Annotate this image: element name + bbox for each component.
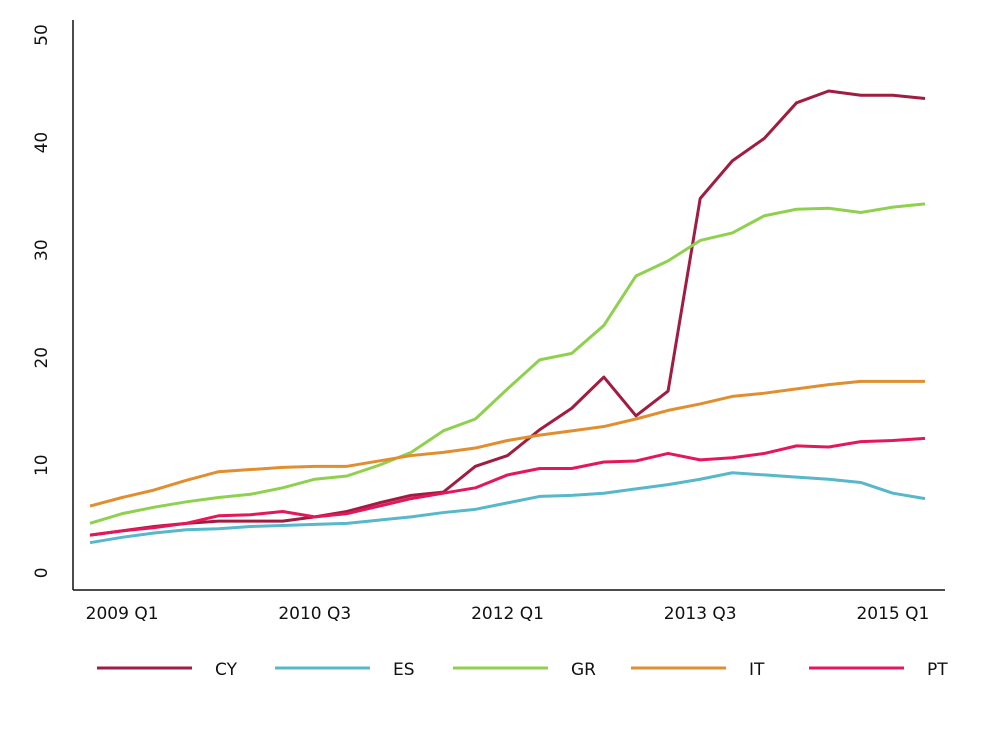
series-line <box>89 436 926 537</box>
series-line <box>89 89 926 537</box>
legend-label: CY <box>215 660 238 680</box>
y-tick-label: 30 <box>32 239 52 261</box>
legend-label: PT <box>927 660 948 680</box>
legend-label: IT <box>749 660 765 680</box>
x-tick-label: 2015 Q1 <box>856 604 929 624</box>
series-line <box>89 202 926 525</box>
y-tick-label: 20 <box>32 347 52 369</box>
legend-label: GR <box>571 660 596 680</box>
x-tick-label: 2010 Q3 <box>278 604 351 624</box>
y-tick-label: 40 <box>32 132 52 154</box>
legend-label: ES <box>393 660 415 680</box>
series-line <box>89 471 926 545</box>
y-tick-label: 0 <box>32 567 52 578</box>
x-tick-label: 2009 Q1 <box>86 604 159 624</box>
y-tick-label: 10 <box>32 454 52 476</box>
x-tick-label: 2013 Q3 <box>664 604 737 624</box>
series-line <box>89 379 925 508</box>
y-tick-label: 50 <box>32 24 52 46</box>
x-tick-label: 2012 Q1 <box>471 604 544 624</box>
